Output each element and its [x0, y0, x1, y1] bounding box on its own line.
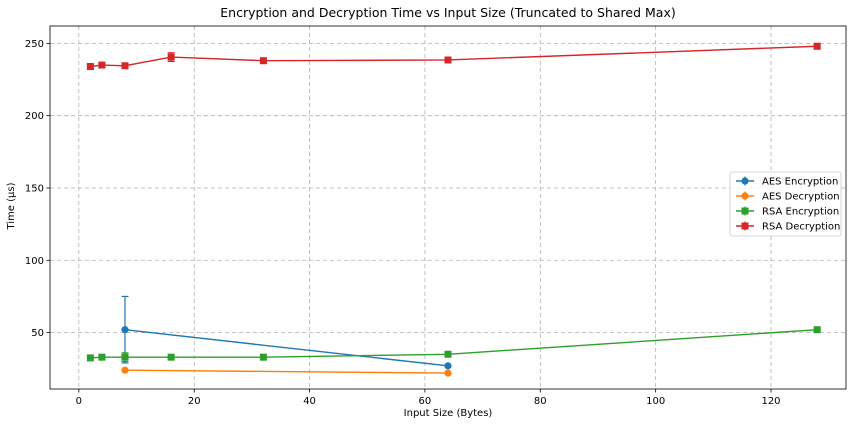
plot-frame: [49, 25, 847, 390]
legend-label: AES Decryption: [762, 192, 840, 203]
series-aes-decryption: [121, 366, 452, 377]
data-point: [813, 326, 821, 334]
data-point: [259, 353, 267, 361]
y-axis-label: Time (µs): [6, 182, 17, 230]
data-point: [86, 354, 94, 362]
data-point: [121, 366, 129, 374]
x-tick-label: 60: [419, 396, 432, 407]
y-tick-label: 100: [25, 256, 44, 267]
data-point: [167, 353, 175, 361]
series-rsa-encryption: [86, 326, 821, 363]
grid: [50, 26, 846, 389]
data-point: [813, 42, 821, 50]
legend: AES Encryption AES Decryption RSA Encrypti…: [729, 171, 842, 237]
chart-title: Encryption and Decryption Time vs Input …: [220, 5, 675, 20]
data-point: [444, 369, 452, 377]
data-point: [259, 57, 267, 65]
series-aes-encryption: [121, 295, 452, 370]
axis-ticks: 0 20 40 60 80 100 120 50 100 150 200 250: [25, 39, 781, 407]
series-rsa-decryption: [86, 42, 821, 70]
y-tick-label: 250: [25, 39, 44, 50]
x-tick-label: 120: [761, 396, 780, 407]
data-point: [444, 350, 452, 358]
x-tick-label: 80: [534, 396, 547, 407]
legend-item: RSA Encryption: [736, 206, 839, 218]
y-tick-label: 150: [25, 183, 44, 194]
x-tick-label: 0: [76, 396, 82, 407]
data-point: [98, 61, 106, 69]
legend-label: RSA Encryption: [762, 207, 839, 218]
legend-box: [729, 171, 842, 237]
data-point: [444, 362, 452, 370]
legend-marker: [741, 177, 749, 185]
x-tick-label: 100: [646, 396, 665, 407]
data-point: [167, 53, 175, 61]
legend-label: RSA Decryption: [762, 222, 840, 233]
x-tick-label: 20: [188, 396, 201, 407]
series-line: [124, 329, 449, 367]
data-point: [98, 353, 106, 361]
y-tick-label: 50: [31, 328, 44, 339]
data-point: [121, 353, 129, 361]
series-layer: [86, 42, 821, 377]
x-tick-label: 40: [303, 396, 316, 407]
legend-label: AES Encryption: [762, 177, 838, 188]
y-tick-label: 200: [25, 111, 44, 122]
data-point: [444, 56, 452, 64]
series-line: [90, 45, 818, 68]
legend-item: RSA Decryption: [736, 221, 840, 233]
legend-marker: [741, 222, 749, 230]
data-point: [121, 326, 129, 334]
legend-marker: [741, 207, 749, 215]
data-point: [86, 62, 94, 70]
x-axis-label: Input Size (Bytes): [404, 408, 493, 419]
series-line: [90, 329, 818, 359]
legend-marker: [741, 192, 749, 200]
legend-item: AES Encryption: [736, 176, 838, 188]
series-line: [124, 369, 449, 374]
data-point: [121, 62, 129, 70]
legend-item: AES Decryption: [736, 191, 840, 203]
